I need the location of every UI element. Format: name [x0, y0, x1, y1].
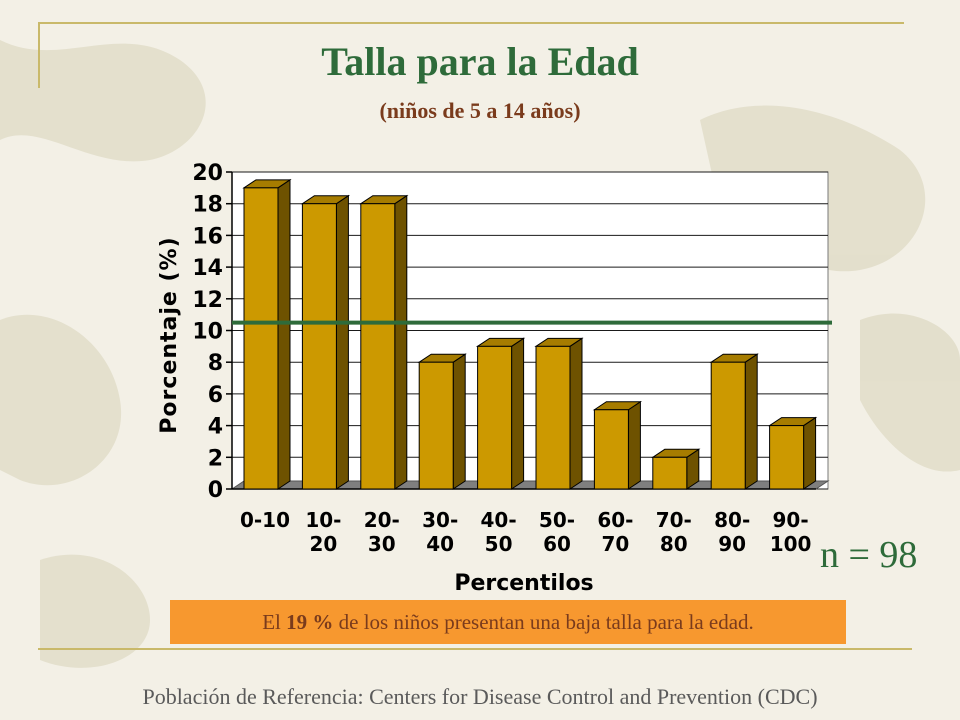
- frame-left-line: [38, 22, 40, 88]
- bar-90-100: [767, 416, 818, 490]
- frame-top-line: [38, 22, 904, 24]
- note-prefix: El: [262, 610, 287, 634]
- x-tick-label: 10-: [305, 508, 341, 532]
- bar-80-90: [709, 353, 759, 490]
- x-tick-label: 50-: [539, 508, 575, 532]
- bar-side: [803, 416, 817, 490]
- y-tick-label: 16: [192, 224, 223, 249]
- slide-subtitle: (niños de 5 a 14 años): [379, 98, 581, 123]
- x-tick-label: 80: [660, 532, 688, 556]
- y-axis-title: Porcentaje (%): [157, 236, 182, 433]
- bar-side: [335, 194, 349, 490]
- bar-side: [394, 194, 408, 490]
- x-tick-label: 60-: [597, 508, 633, 532]
- x-tick-label: 60: [543, 532, 571, 556]
- bar-front: [710, 361, 746, 490]
- y-tick-label: 18: [192, 193, 223, 218]
- bar-10-20: [300, 194, 351, 490]
- x-tick-label: 30-: [422, 508, 458, 532]
- bar-front: [652, 456, 688, 490]
- bar-70-80: [651, 448, 701, 490]
- y-tick-label: 2: [208, 446, 223, 471]
- x-tick-label: 40-: [481, 508, 517, 532]
- y-tick-label: 0: [208, 478, 223, 503]
- bar-front: [243, 187, 279, 490]
- y-tick-label: 14: [192, 256, 223, 281]
- y-tick-label: 4: [208, 415, 223, 440]
- bar-side: [744, 353, 758, 490]
- bar-40-50: [475, 337, 526, 490]
- bar-front: [477, 345, 513, 490]
- bar-side: [511, 337, 525, 490]
- x-tick-label: 30: [368, 532, 396, 556]
- bar-60-70: [592, 400, 643, 490]
- x-tick-label: 70: [601, 532, 629, 556]
- bar-0-10: [242, 178, 292, 490]
- bar-20-30: [359, 194, 409, 490]
- bar-side: [569, 337, 583, 490]
- bar-front: [360, 203, 396, 490]
- bar-front: [418, 361, 454, 490]
- x-tick-label: 80-: [714, 508, 750, 532]
- bar-side: [277, 178, 291, 490]
- bar-front: [535, 345, 571, 490]
- note-highlight: 19 %: [286, 610, 334, 634]
- sample-size-label: n = 98: [820, 534, 918, 576]
- bar-30-40: [417, 353, 467, 490]
- x-tick-label: 20-: [364, 508, 400, 532]
- bar-front: [301, 203, 337, 490]
- note-suffix: de los niños presentan una baja talla pa…: [333, 610, 754, 634]
- y-tick-label: 12: [192, 288, 223, 313]
- bar-50-60: [534, 337, 584, 490]
- y-tick-label: 10: [192, 320, 223, 345]
- bar-front: [769, 425, 805, 490]
- x-tick-label: 90: [718, 532, 746, 556]
- x-tick-label: 90-: [773, 508, 809, 532]
- x-tick-label: 100: [770, 532, 812, 556]
- y-tick-label: 20: [192, 161, 223, 186]
- x-tick-label: 40: [426, 532, 454, 556]
- x-tick-label: 0-10: [240, 508, 290, 532]
- x-tick-label: 20: [309, 532, 337, 556]
- conclusion-note: El 19 % de los niños presentan una baja …: [170, 600, 846, 644]
- y-tick-label: 8: [208, 351, 223, 376]
- bar-side: [452, 353, 466, 490]
- reference-footer: Población de Referencia: Centers for Dis…: [142, 684, 818, 709]
- x-tick-label: 50: [485, 532, 513, 556]
- x-axis-title: Percentilos: [454, 571, 593, 596]
- y-tick-label: 6: [208, 383, 223, 408]
- bar-side: [627, 400, 641, 490]
- frame-bottom-line: [38, 648, 912, 650]
- slide-title: Talla para la Edad: [321, 39, 639, 84]
- bar-front: [593, 409, 629, 490]
- x-tick-label: 70-: [656, 508, 692, 532]
